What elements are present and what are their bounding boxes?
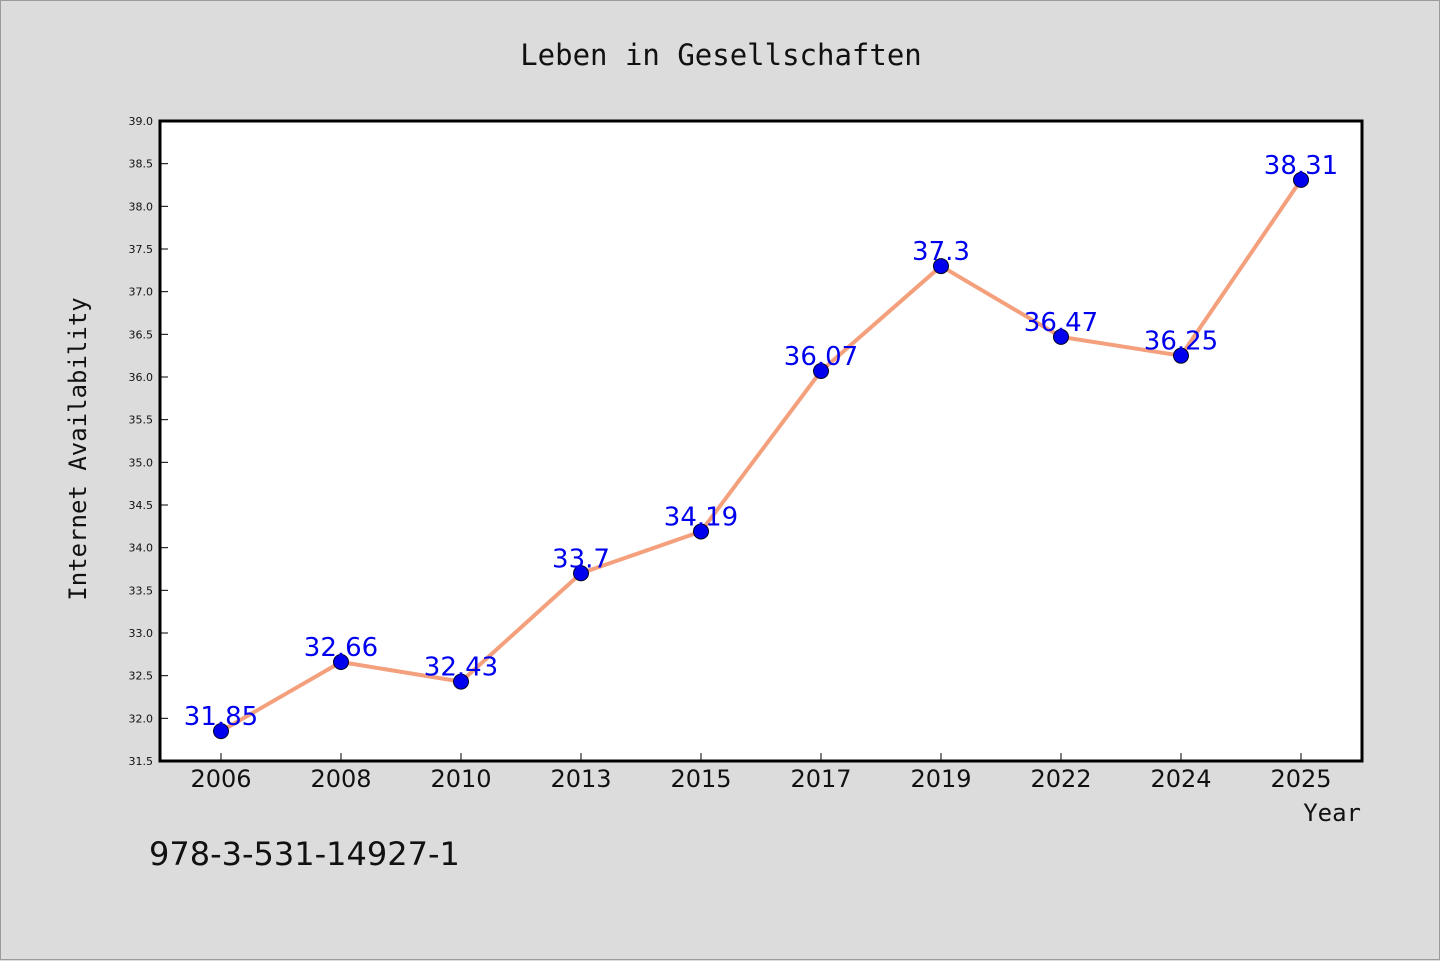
data-label: 34.19 [664, 502, 738, 532]
data-label: 32.43 [424, 653, 498, 683]
data-point [333, 654, 349, 671]
y-axis-label: Internet Availability [64, 297, 92, 600]
series-line [220, 178, 1303, 733]
x-axis: 2006 2008 2010 2013 2015 2017 2019 2022 2024 2025 [190, 753, 1332, 793]
y-tick-label: 34.5 [129, 499, 154, 512]
y-tick-label: 34.0 [129, 542, 154, 555]
data-label: 38.31 [1264, 151, 1338, 181]
data-label: 31.85 [184, 702, 258, 732]
y-tick-label: 33.5 [129, 584, 154, 597]
x-tick-label: 2019 [910, 765, 971, 793]
data-point [933, 258, 949, 275]
x-tick-label: 2015 [670, 765, 731, 793]
y-tick-label: 36.5 [129, 328, 154, 341]
y-tick-label: 37.0 [129, 286, 154, 299]
data-labels: 31.85 32.66 32.43 33.7 34.19 36.07 37.3 36.47 36… [184, 151, 1338, 732]
chart-title: Leben in Gesellschaften [520, 38, 922, 72]
data-label: 36.47 [1024, 308, 1098, 338]
data-label: 36.07 [784, 342, 858, 372]
data-point [1173, 347, 1189, 364]
data-label: 32.66 [304, 633, 378, 663]
data-point [1293, 171, 1309, 188]
x-tick-label: 2008 [310, 765, 371, 793]
x-tick-label: 2024 [1150, 765, 1211, 793]
x-axis-label: Year [1303, 799, 1361, 827]
data-label: 33.7 [552, 544, 610, 574]
x-tick-label: 2010 [430, 765, 491, 793]
data-point [1053, 328, 1069, 345]
series-line-group [213, 171, 1309, 740]
x-tick-label: 2013 [550, 765, 611, 793]
y-tick-label: 36.0 [129, 371, 154, 384]
y-axis: 31.5 32.0 32.5 33.0 33.5 34.0 34.5 35.0 35.5 36.0… [129, 115, 168, 768]
data-point [693, 523, 709, 540]
y-tick-label: 37.5 [129, 243, 154, 256]
x-tick-label: 2025 [1270, 765, 1331, 793]
x-tick-label: 2017 [790, 765, 851, 793]
y-tick-label: 32.0 [129, 712, 154, 725]
data-point [573, 565, 589, 582]
y-tick-label: 38.0 [129, 200, 154, 213]
data-point [453, 673, 469, 690]
data-point [813, 363, 829, 380]
y-tick-label: 35.0 [129, 456, 154, 469]
plot-area [158, 119, 1364, 763]
y-tick-label: 32.5 [129, 670, 154, 683]
y-tick-label: 33.0 [129, 627, 154, 640]
isbn-text: 978-3-531-14927-1 [149, 835, 460, 873]
data-point [213, 723, 229, 740]
y-tick-label: 38.5 [129, 158, 154, 171]
y-tick-label: 31.5 [129, 755, 154, 768]
data-label: 36.25 [1144, 327, 1218, 357]
x-tick-label: 2006 [190, 765, 251, 793]
y-tick-label: 35.5 [129, 414, 154, 427]
data-label: 37.3 [912, 237, 970, 267]
x-tick-label: 2022 [1030, 765, 1091, 793]
y-tick-label: 39.0 [129, 115, 154, 128]
